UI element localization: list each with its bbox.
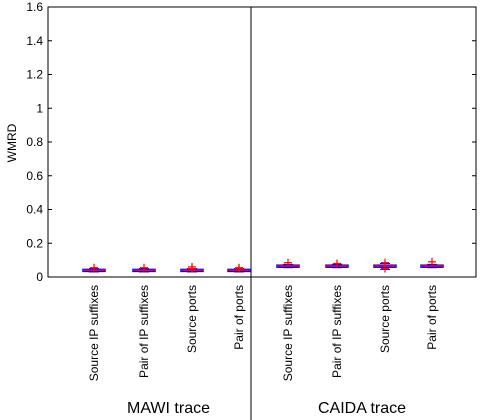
- y-tick-label: 0: [36, 270, 43, 284]
- category-label: Source IP suffixes: [87, 285, 101, 381]
- y-axis-label: WMRD: [5, 123, 19, 162]
- category-label: Pair of ports: [232, 285, 246, 350]
- y-tick-label: 1.2: [26, 68, 43, 82]
- y-tick-label: 0.6: [26, 169, 43, 183]
- category-label: Source ports: [185, 285, 199, 353]
- y-tick-label: 0.8: [26, 135, 43, 149]
- y-axis: 0 0.2 0.4 0.6 0.8 1 1.2 1.4 1.6: [26, 0, 476, 284]
- box-1-1: [82, 263, 106, 273]
- box-2-3: [373, 258, 397, 273]
- y-tick-label: 0.4: [26, 203, 43, 217]
- group-label: MAWI trace: [127, 400, 210, 417]
- category-label: Pair of ports: [425, 285, 439, 350]
- category-label: Source IP suffixes: [281, 285, 295, 381]
- y-tick-label: 0.2: [26, 236, 43, 250]
- box-1-4: [227, 263, 251, 273]
- boxes: [82, 257, 444, 273]
- category-label: Pair of IP suffixes: [137, 285, 151, 378]
- category-label: Pair of IP suffixes: [330, 285, 344, 378]
- box-2-1: [276, 258, 300, 269]
- y-tick-label: 1.4: [26, 34, 43, 48]
- box-1-3: [180, 262, 204, 273]
- plot-border: [47, 6, 477, 278]
- group-label: CAIDA trace: [318, 400, 406, 417]
- box-1-2: [132, 263, 156, 273]
- y-tick-label: 1.6: [26, 0, 43, 14]
- box-2-4: [420, 257, 444, 269]
- group-labels: MAWI trace CAIDA trace: [127, 400, 406, 417]
- box-2-2: [325, 259, 349, 269]
- category-label: Source ports: [378, 285, 392, 353]
- plot-frame: [47, 6, 477, 420]
- y-tick-label: 1: [36, 101, 43, 115]
- category-labels: Source IP suffixes Pair of IP suffixes Sou…: [87, 285, 439, 381]
